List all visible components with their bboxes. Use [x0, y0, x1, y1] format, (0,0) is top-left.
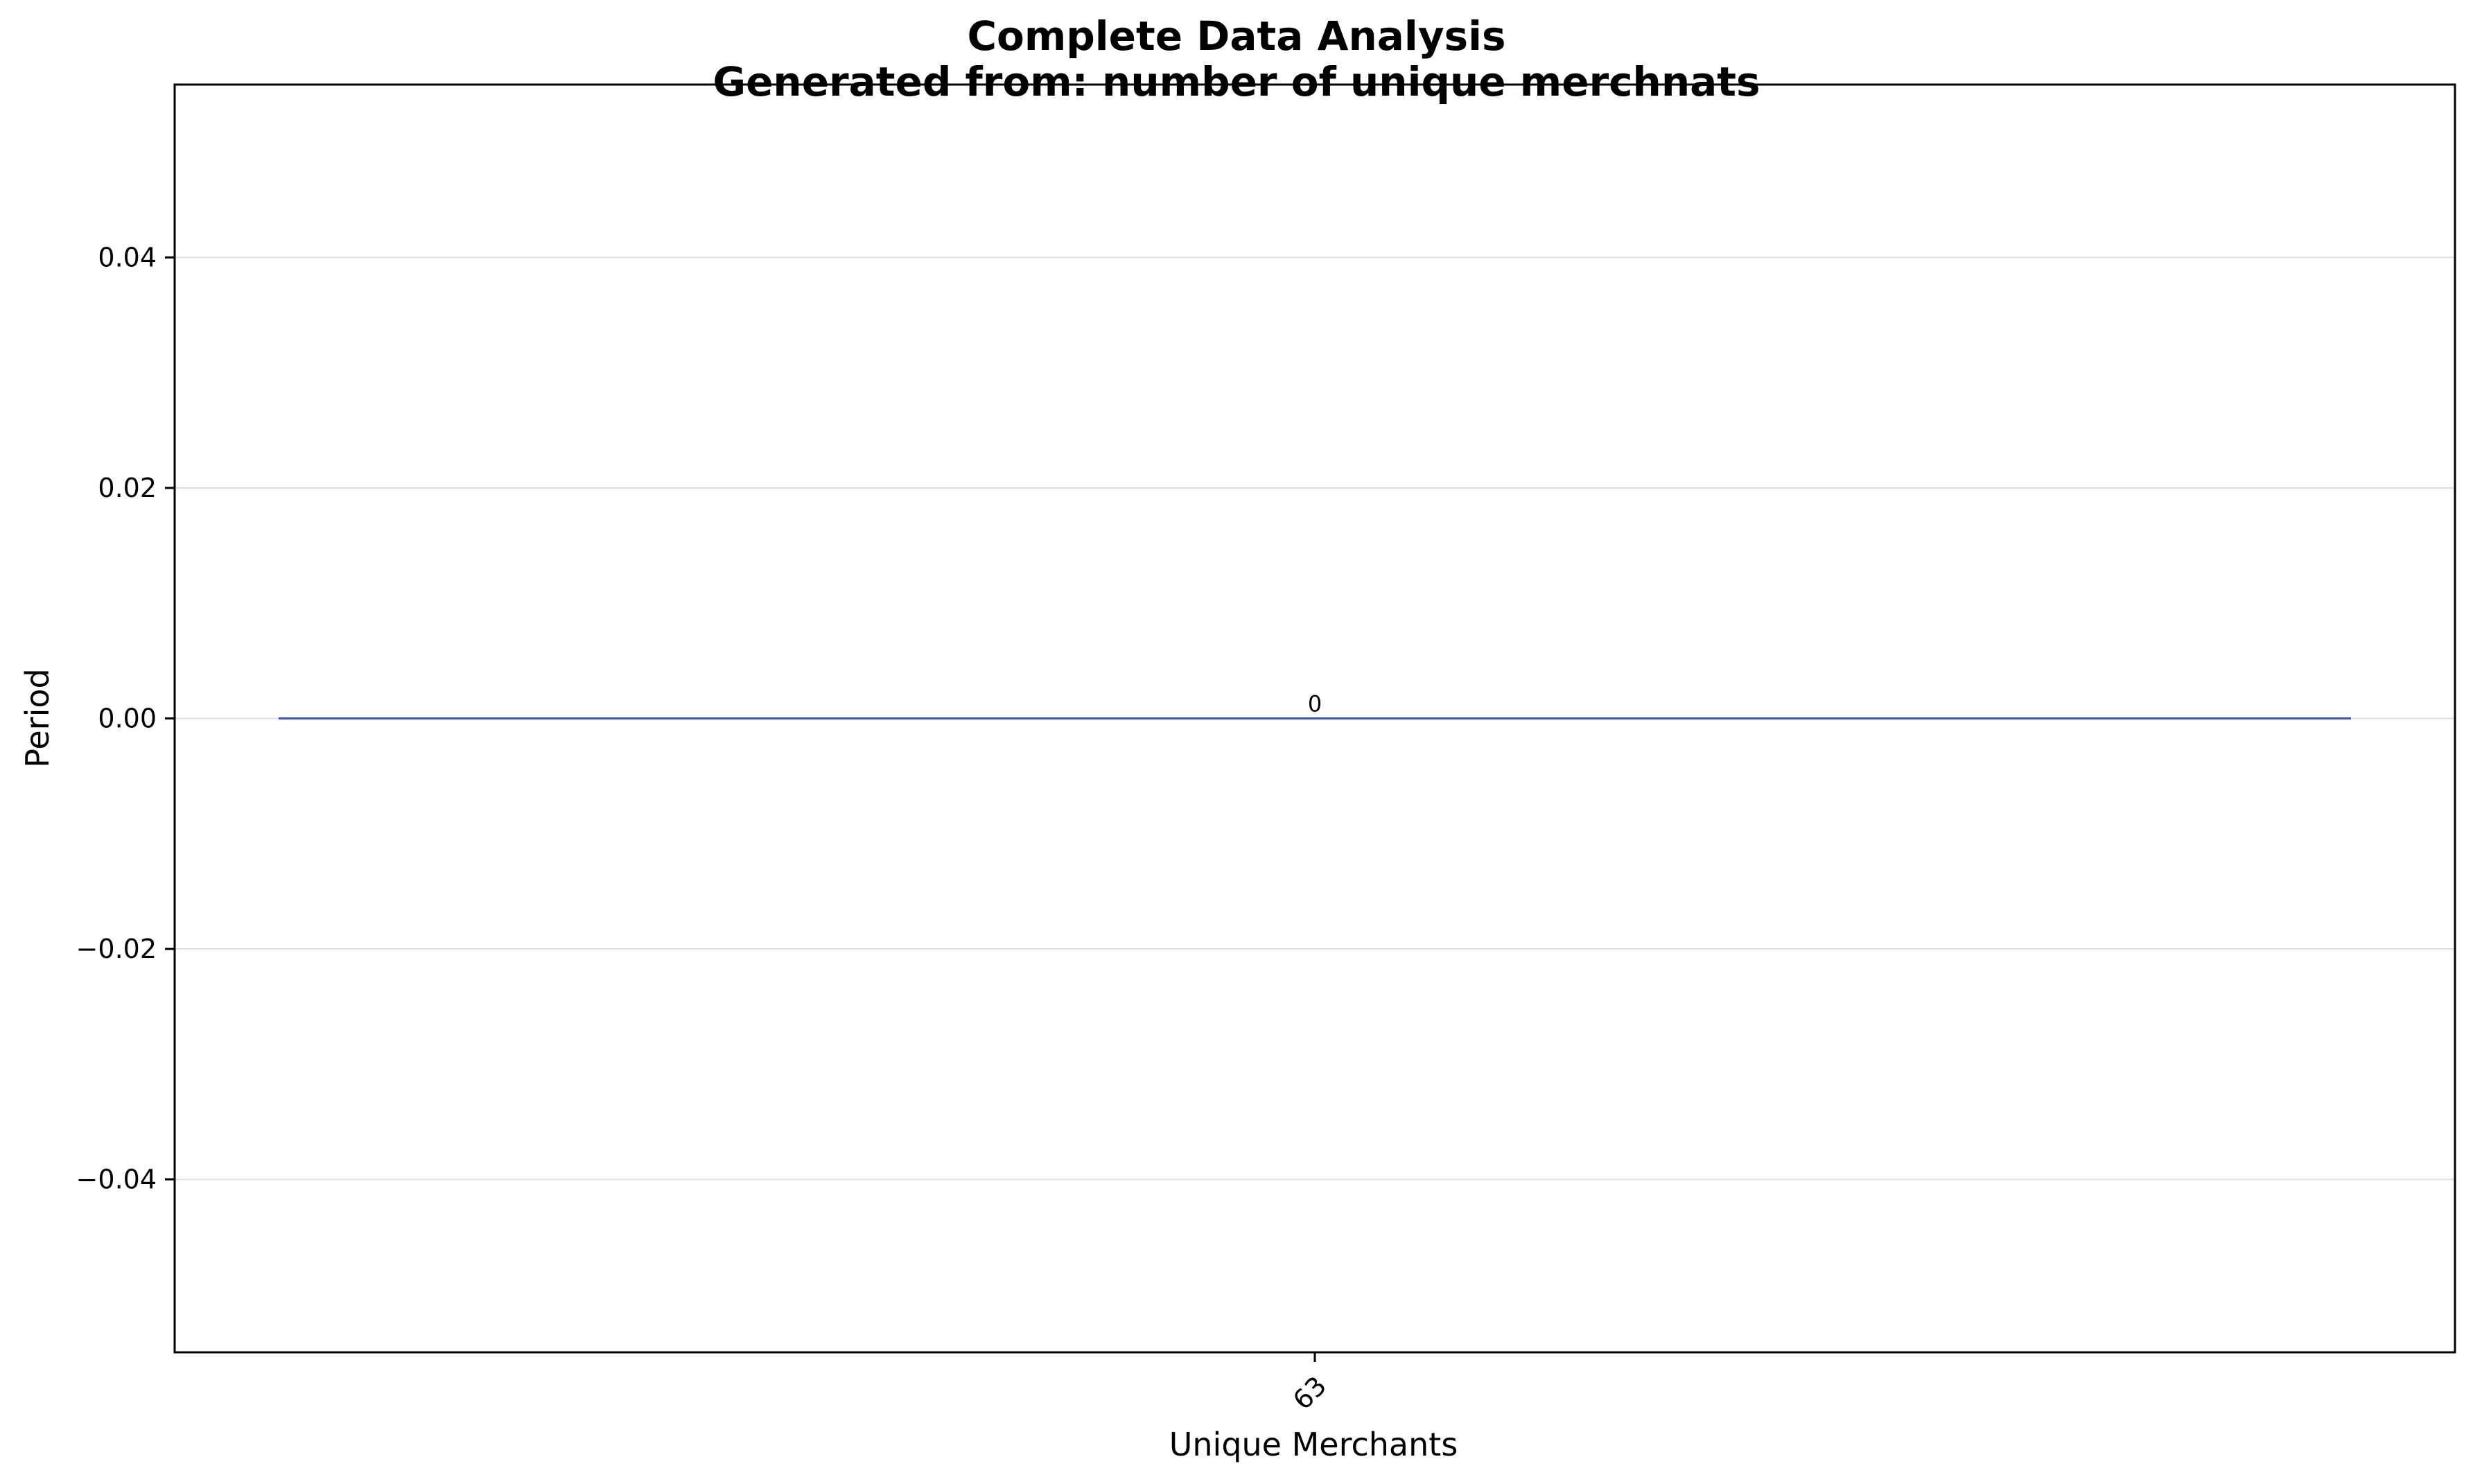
y-axis-ticks: −0.04 −0.02 0.00 0.02 0.04 [76, 242, 175, 1195]
chart-title: Complete Data Analysis [967, 12, 1505, 60]
y-tick-label: 0.02 [98, 473, 157, 503]
chart-subtitle: Generated from: number of unique merchna… [713, 58, 1760, 105]
y-tick-label: −0.04 [76, 1164, 157, 1195]
y-tick-label: −0.02 [76, 934, 157, 964]
x-axis-label: Unique Merchants [1169, 1426, 1458, 1463]
y-tick-label: 0.04 [98, 242, 157, 272]
bars: 0 [279, 691, 2351, 719]
y-axis-label: Period [19, 668, 56, 767]
bar-data-label: 0 [1308, 691, 1322, 717]
plot-area-frame [173, 83, 2456, 1354]
y-tick-label: 0.00 [98, 704, 157, 734]
